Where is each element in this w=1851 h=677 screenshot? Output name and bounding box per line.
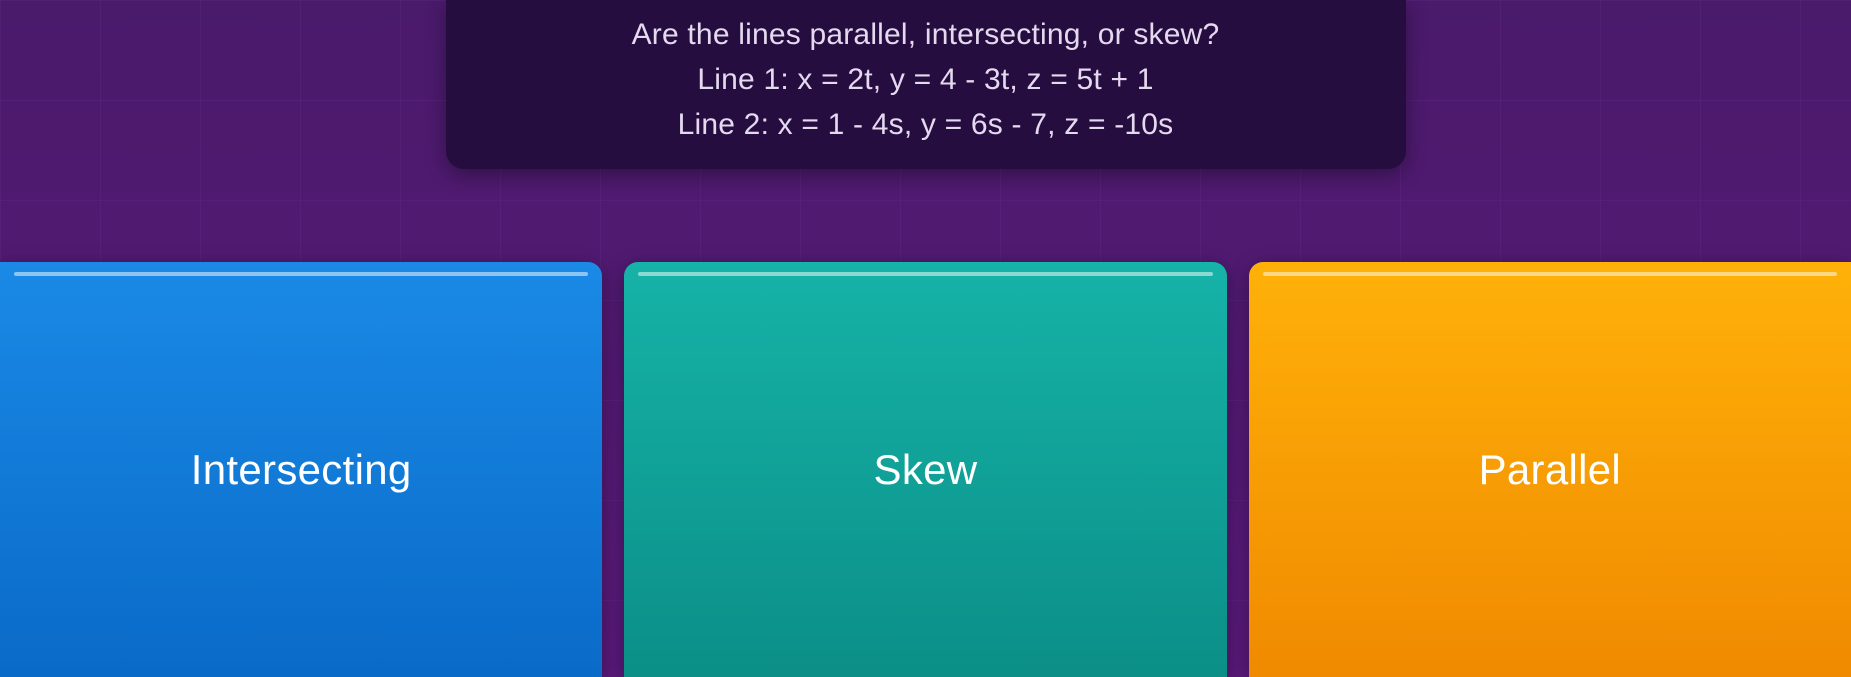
answer-label: Intersecting xyxy=(191,446,412,494)
answer-label: Skew xyxy=(874,446,978,494)
question-line-3: Line 2: x = 1 - 4s, y = 6s - 7, z = -10s xyxy=(486,102,1366,147)
question-line-1: Are the lines parallel, intersecting, or… xyxy=(486,12,1366,57)
answer-label: Parallel xyxy=(1479,446,1621,494)
answer-card-intersecting[interactable]: Intersecting xyxy=(0,262,602,677)
question-line-2: Line 1: x = 2t, y = 4 - 3t, z = 5t + 1 xyxy=(486,57,1366,102)
answer-row: Intersecting Skew Parallel xyxy=(0,262,1851,677)
answer-card-skew[interactable]: Skew xyxy=(624,262,1226,677)
answer-card-parallel[interactable]: Parallel xyxy=(1249,262,1851,677)
question-box: Are the lines parallel, intersecting, or… xyxy=(446,0,1406,169)
